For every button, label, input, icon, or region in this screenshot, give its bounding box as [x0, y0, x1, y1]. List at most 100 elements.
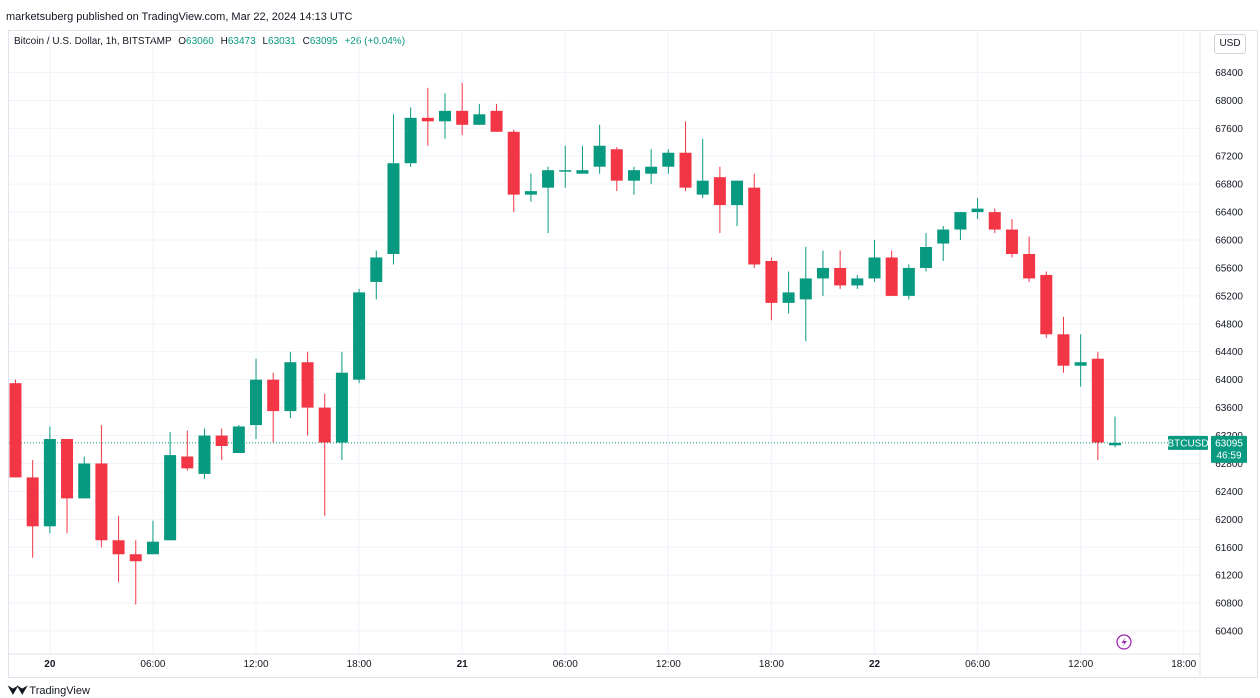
candle-up[interactable] — [439, 110, 451, 122]
x-tick-label: 22 — [869, 659, 881, 670]
candle-down[interactable] — [885, 257, 898, 296]
candle-down[interactable] — [318, 407, 331, 443]
low-label: L — [262, 36, 269, 47]
candle-up[interactable] — [731, 180, 744, 206]
x-tick-label: 21 — [457, 659, 469, 670]
candle-down[interactable] — [1023, 253, 1036, 279]
close-value: 63095 — [309, 36, 338, 47]
candle-down[interactable] — [610, 149, 623, 181]
candle-down[interactable] — [129, 554, 142, 562]
candle-up[interactable] — [198, 435, 211, 474]
candle-up[interactable] — [250, 379, 263, 426]
candle-down[interactable] — [713, 177, 726, 206]
candle-up[interactable] — [370, 257, 383, 282]
candle-up[interactable] — [696, 180, 709, 195]
candle-up[interactable] — [816, 267, 829, 279]
y-tick-label: 60800 — [1215, 599, 1243, 610]
candle-down[interactable] — [421, 117, 434, 122]
y-tick-label: 61600 — [1215, 543, 1243, 554]
candle-down[interactable] — [1091, 358, 1104, 443]
y-tick-label: 65600 — [1215, 263, 1243, 274]
candle-up[interactable] — [335, 372, 348, 443]
candle-down[interactable] — [507, 131, 520, 195]
x-tick-label: 20 — [44, 659, 56, 670]
candle-down[interactable] — [95, 463, 108, 541]
y-tick-label: 68000 — [1215, 96, 1243, 107]
candle-up[interactable] — [542, 170, 555, 188]
x-tick-label: 12:00 — [656, 659, 681, 670]
currency-button[interactable]: USD — [1214, 34, 1246, 54]
candle-up[interactable] — [593, 145, 606, 167]
candle-down[interactable] — [490, 110, 503, 132]
lightning-bolt-icon — [1121, 637, 1127, 647]
tradingview-logo-icon[interactable]: ⮟⮟ — [8, 683, 27, 697]
open-label: O — [178, 36, 187, 47]
price-tag-box — [1211, 435, 1247, 463]
y-tick-label: 63600 — [1215, 403, 1243, 414]
candle-down[interactable] — [988, 212, 1001, 230]
symbol-label[interactable]: Bitcoin / U.S. Dollar, 1h, BITSTAMP — [14, 36, 172, 47]
candle-up[interactable] — [954, 212, 967, 230]
candle-down[interactable] — [765, 260, 778, 303]
open-value: 63060 — [186, 36, 214, 47]
candle-up[interactable] — [559, 170, 572, 172]
candle-up[interactable] — [1109, 442, 1122, 446]
candle-up[interactable] — [868, 257, 881, 279]
symbol-tag-text: BTCUSD — [1167, 438, 1208, 449]
candle-up[interactable] — [799, 278, 812, 300]
candle-up[interactable] — [920, 247, 933, 268]
candle-up[interactable] — [576, 170, 589, 174]
candle-up[interactable] — [662, 152, 675, 167]
close-label: C — [302, 36, 310, 47]
x-tick-label: 18:00 — [347, 659, 372, 670]
candle-up[interactable] — [782, 292, 795, 303]
candle-up[interactable] — [473, 114, 486, 125]
x-tick-label: 06:00 — [140, 659, 165, 670]
candle-down[interactable] — [834, 267, 847, 286]
candle-up[interactable] — [353, 292, 366, 380]
high-value: 63473 — [227, 36, 256, 47]
candle-down[interactable] — [1057, 334, 1070, 366]
candle-down[interactable] — [1005, 229, 1018, 254]
change-value: +26 (+0.04%) — [344, 36, 406, 47]
candle-down[interactable] — [26, 477, 39, 527]
candle-down[interactable] — [679, 152, 692, 188]
candle-up[interactable] — [387, 163, 400, 254]
candle-up[interactable] — [524, 191, 537, 195]
candle-down[interactable] — [9, 383, 22, 478]
candle-up[interactable] — [1074, 362, 1087, 366]
y-tick-label: 64400 — [1215, 347, 1243, 358]
candle-down[interactable] — [456, 110, 469, 125]
candle-down[interactable] — [112, 540, 125, 555]
candle-down[interactable] — [301, 362, 314, 408]
candle-up[interactable] — [937, 229, 950, 244]
y-tick-label: 60400 — [1215, 627, 1243, 638]
candle-up[interactable] — [971, 208, 984, 213]
chart-legend: Bitcoin / U.S. Dollar, 1h, BITSTAMP O630… — [14, 36, 405, 47]
candle-up[interactable] — [284, 362, 297, 412]
candle-up[interactable] — [164, 455, 177, 541]
high-label: H — [220, 36, 228, 47]
candle-down[interactable] — [267, 379, 280, 412]
y-tick-label: 62800 — [1215, 459, 1243, 470]
candle-up[interactable] — [232, 426, 245, 453]
candle-down[interactable] — [181, 456, 194, 469]
candle-down[interactable] — [748, 187, 761, 265]
lightning-icon[interactable] — [1116, 634, 1132, 650]
candle-up[interactable] — [645, 166, 658, 174]
candle-up[interactable] — [627, 170, 640, 181]
candle-down[interactable] — [215, 435, 228, 447]
candle-down[interactable] — [1040, 274, 1053, 335]
candle-up[interactable] — [43, 439, 56, 527]
y-tick-label: 65200 — [1215, 291, 1243, 302]
candle-up[interactable] — [902, 267, 915, 296]
candle-down[interactable] — [61, 439, 74, 499]
candle-up[interactable] — [851, 278, 864, 286]
footer-logo-text[interactable]: TradingView — [29, 684, 90, 697]
candle-up[interactable] — [78, 463, 91, 499]
candle-up[interactable] — [146, 541, 159, 555]
candle-up[interactable] — [404, 117, 417, 164]
x-tick-label: 06:00 — [965, 659, 990, 670]
y-tick-label: 66400 — [1215, 208, 1243, 219]
